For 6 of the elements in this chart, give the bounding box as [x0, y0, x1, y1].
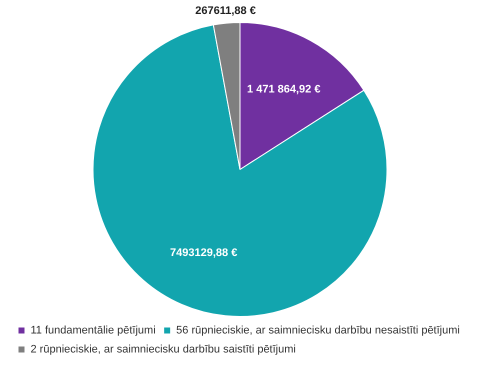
- legend-label: 11 fundamentālie pētījumi: [30, 324, 156, 337]
- legend-label: 2 rūpnieciskie, ar saimniecisku darbību saistīti pētījumi: [30, 344, 296, 356]
- data-label: 267611,88 €: [195, 5, 256, 18]
- data-label: 1 471 864,92 €: [247, 84, 320, 96]
- legend-label: 56 rūpnieciskie, ar saimniecisku darbību nesaistīti pētījumi: [176, 324, 460, 337]
- data-label: 7493129,88 €: [170, 247, 238, 260]
